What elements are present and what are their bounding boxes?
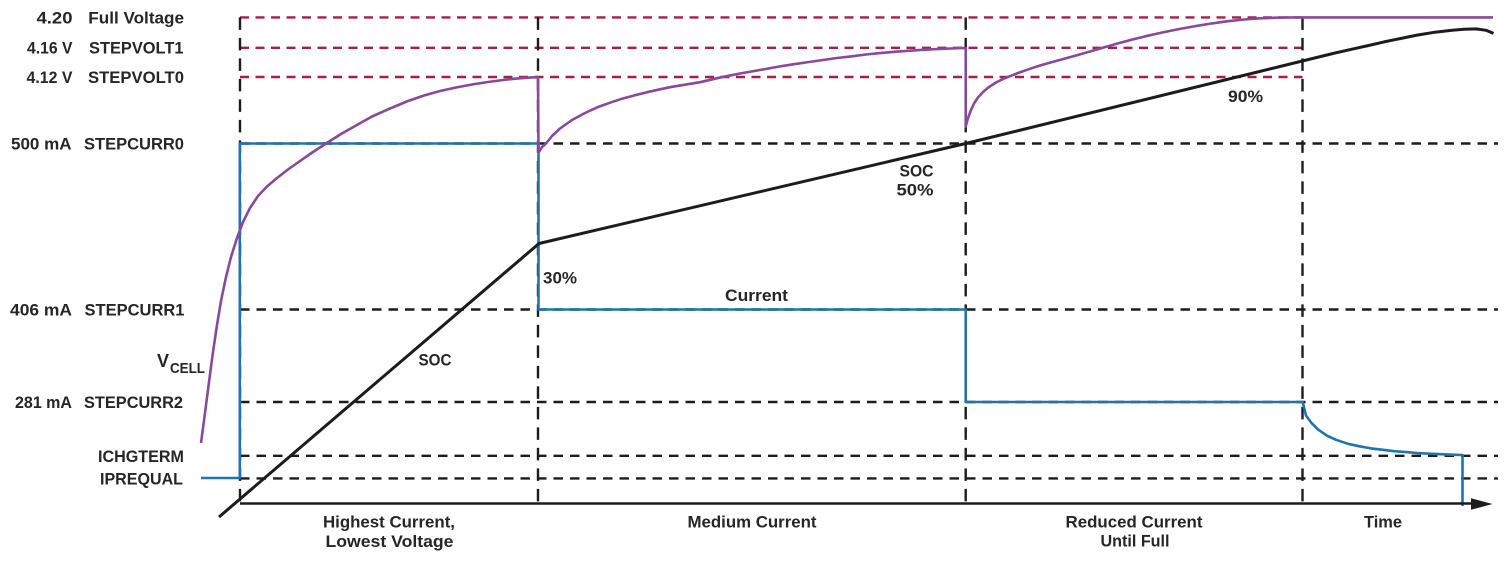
svg-text:Reduced Current: Reduced Current	[1066, 513, 1203, 532]
svg-text:406 mA: 406 mA	[10, 301, 72, 320]
svg-text:STEPCURR0: STEPCURR0	[84, 135, 184, 154]
svg-text:4.12 V: 4.12 V	[27, 68, 74, 87]
svg-text:Time: Time	[1364, 513, 1402, 532]
svg-text:Full Voltage: Full Voltage	[88, 9, 184, 28]
svg-text:SOC: SOC	[419, 351, 452, 370]
svg-text:4.16 V: 4.16 V	[27, 39, 73, 58]
svg-text:CELL: CELL	[170, 360, 205, 377]
svg-text:Lowest Voltage: Lowest Voltage	[326, 532, 454, 551]
svg-text:90%: 90%	[1228, 87, 1263, 106]
svg-text:Medium Current: Medium Current	[688, 513, 817, 532]
svg-text:Until Full: Until Full	[1101, 532, 1170, 551]
svg-text:281 mA: 281 mA	[15, 393, 72, 412]
svg-text:STEPVOLT1: STEPVOLT1	[89, 39, 184, 58]
svg-text:Highest Current,: Highest Current,	[323, 513, 455, 532]
svg-text:STEPVOLT0: STEPVOLT0	[88, 68, 184, 87]
svg-text:V: V	[157, 351, 169, 371]
svg-text:ICHGTERM: ICHGTERM	[98, 447, 184, 466]
svg-text:SOC: SOC	[900, 162, 934, 181]
svg-text:STEPCURR2: STEPCURR2	[84, 393, 183, 412]
svg-text:30%: 30%	[543, 269, 577, 288]
svg-text:500 mA: 500 mA	[11, 135, 72, 154]
svg-text:50%: 50%	[897, 181, 934, 200]
svg-text:STEPCURR1: STEPCURR1	[85, 301, 185, 320]
svg-text:Current: Current	[725, 286, 788, 305]
svg-text:4.20: 4.20	[37, 9, 73, 28]
svg-text:IPREQUAL: IPREQUAL	[100, 470, 183, 489]
